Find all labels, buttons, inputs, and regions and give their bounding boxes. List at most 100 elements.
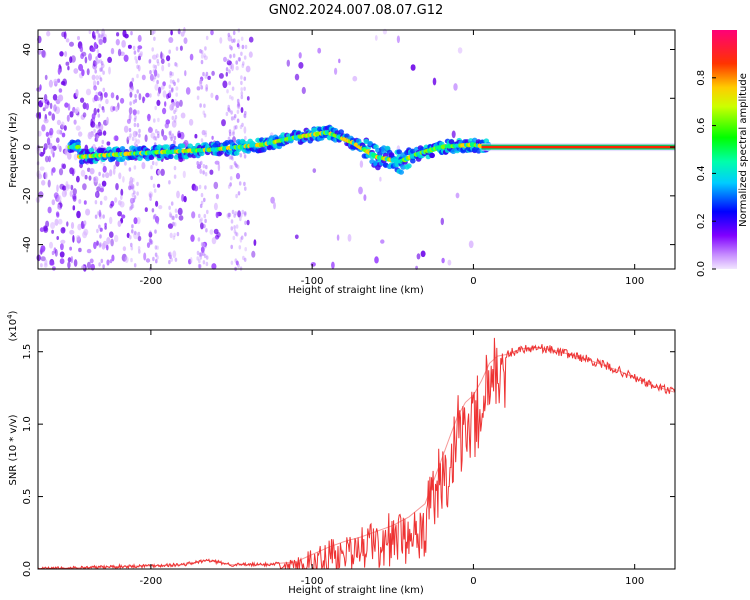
spectrogram-y-ticks: -40 -20 0 20 40 [22,43,675,253]
noise-speck [43,262,48,268]
band-outer-speck [384,145,391,151]
noise-speck [231,63,234,72]
streak-speck [204,185,207,190]
noise-speck [200,246,205,254]
streak-speck [157,117,160,123]
noise-speck [82,183,87,191]
noise-speck [73,259,78,267]
noise-speck [49,241,53,249]
streak-speck [136,181,139,187]
noise-speck [93,34,96,40]
streak-speck [229,54,232,59]
streak-speck [239,216,242,222]
noise-speck [301,86,306,95]
noise-speck [210,29,214,36]
noise-speck [78,131,83,137]
colorbar-tick-label: 0.0 [696,261,707,277]
noise-speck [102,165,107,173]
noise-speck [200,222,204,230]
noise-speck [111,254,115,262]
noise-speck [51,167,56,173]
noise-speck [85,103,89,111]
noise-speck [57,204,61,210]
streak-speck [232,53,236,58]
noise-speck [55,211,60,217]
streak-speck [152,64,156,69]
noise-speck [65,61,70,66]
streak-speck [102,173,105,178]
noise-speck [198,78,203,87]
noise-speck [137,34,142,43]
snr-frame [37,329,676,570]
streak-speck [202,110,206,115]
streak-speck [204,218,207,224]
noise-speck [380,239,385,244]
y-tick-label: 1.5 [22,344,33,360]
streak-speck [202,71,205,77]
streak-speck [231,86,235,91]
streak-speck [230,244,233,250]
colorbar-gradient [712,30,737,269]
streak-speck [137,110,140,115]
noise-speck [40,263,43,268]
noise-speck [123,54,129,62]
streak-speck [228,212,232,218]
noise-speck [226,60,232,66]
colorbar-label: Normalized spectral amplitude [738,73,749,227]
noise-speck [143,252,147,261]
noise-speck [40,245,46,253]
streak-speck [244,44,248,50]
noise-speck [180,112,186,119]
streak-speck [239,124,243,130]
noise-speck [236,43,240,48]
noise-speck [115,38,120,46]
noise-speck [201,129,206,136]
noise-speck [61,190,67,198]
streak-speck [244,110,247,116]
noise-speck [117,211,122,217]
noise-speck [82,231,88,239]
streak-speck [153,213,157,219]
streak-speck [138,133,141,138]
noise-speck [73,68,79,74]
streak-speck [157,61,160,67]
streak-speck [175,213,178,219]
noise-speck [39,166,45,171]
noise-speck [193,185,199,192]
streak-speck [232,129,235,134]
streak-speck [96,228,99,234]
streak-speck [233,125,237,130]
noise-speck [61,132,66,138]
streak-speck [236,118,240,123]
noise-speck [40,256,46,262]
noise-speck [69,41,74,47]
noise-speck [218,73,224,79]
x-tick-label: -200 [140,576,163,587]
streak-speck [98,224,101,229]
noise-speck [222,80,228,89]
noise-speck [82,102,87,110]
noise-speck [57,143,60,150]
streak-speck [199,103,202,108]
y-tick-label: 20 [22,92,33,105]
streak-speck [168,131,172,136]
noise-speck [410,64,416,71]
streak-speck [94,242,97,248]
noise-speck [216,232,221,238]
noise-speck [69,229,75,235]
noise-speck [73,153,78,161]
noise-speck [170,30,173,36]
noise-speck [352,75,358,82]
noise-speck [191,211,196,219]
noise-speck [162,90,167,98]
noise-speck [175,101,180,109]
streak-speck [133,165,137,170]
noise-speck [347,234,352,242]
noise-speck [87,167,91,172]
streak-speck [154,252,158,257]
noise-speck [145,258,151,263]
noise-speck [162,135,168,141]
noise-speck [53,78,58,85]
streak-speck [235,193,238,199]
noise-speck [85,88,92,96]
